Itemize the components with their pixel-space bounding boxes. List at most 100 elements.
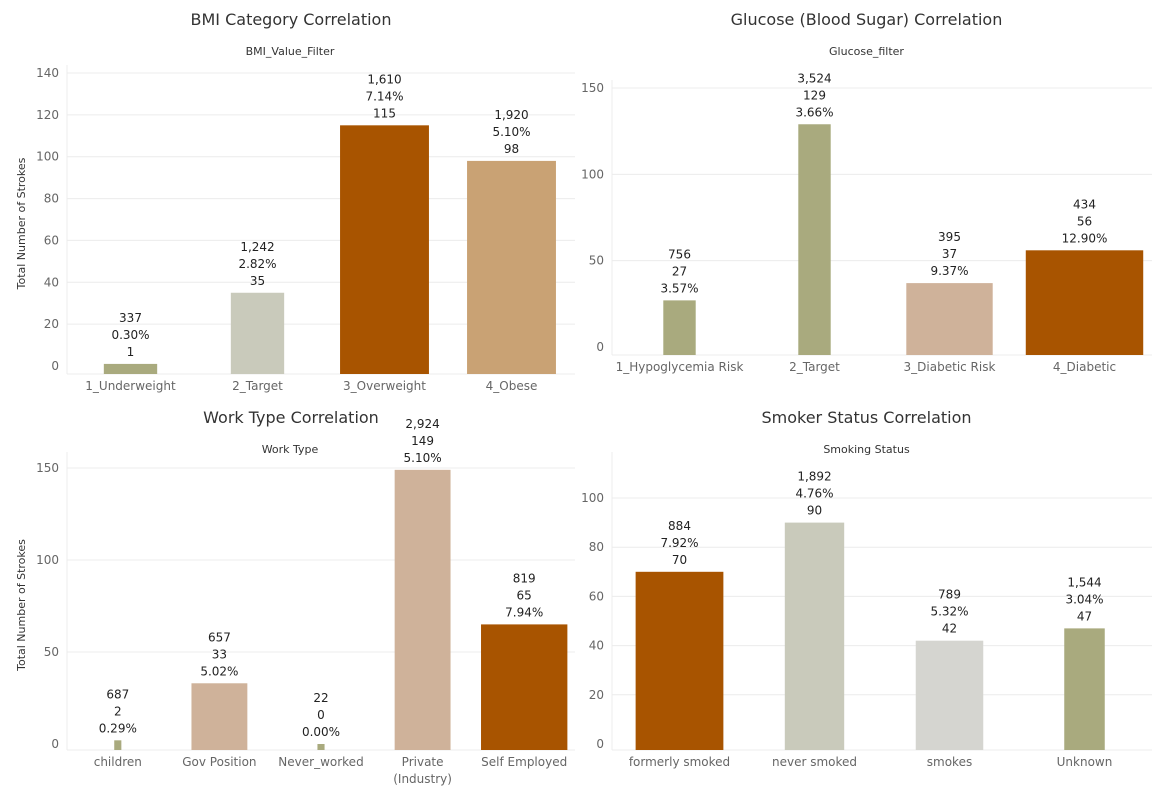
work-type-chart-subtitle: Work Type <box>261 443 319 456</box>
y-tick-label: 50 <box>44 645 59 659</box>
y-axis-label: Total Number of Strokes <box>15 157 28 290</box>
work-type-data-label: 819 <box>513 571 536 585</box>
bmi-data-label: 1,610 <box>367 72 401 86</box>
work-type-category-label: children <box>94 755 142 769</box>
work-type-category-label: Gov Position <box>182 755 256 769</box>
smoking-data-label: 90 <box>807 504 822 518</box>
bmi-category-label: 3_Overweight <box>343 379 426 393</box>
glucose-data-label: 37 <box>942 247 957 261</box>
work-type-data-label: 2 <box>114 704 122 718</box>
work-type-data-label: 5.02% <box>200 664 238 678</box>
bmi-chart-title: BMI Category Correlation <box>190 10 392 29</box>
work-type-bar <box>481 624 568 750</box>
y-tick-label: 20 <box>589 688 604 702</box>
glucose-data-label: 27 <box>672 264 687 278</box>
work-type-chart-panel: Work Type Correlation Work Type 0 50 100 15… <box>0 398 580 796</box>
bmi-bar <box>103 363 158 374</box>
y-tick-label: 80 <box>44 192 59 206</box>
y-tick-label: 140 <box>36 66 59 80</box>
y-tick-label: 40 <box>44 275 59 289</box>
work-type-data-label: 22 <box>313 691 328 705</box>
glucose-chart-title: Glucose (Blood Sugar) Correlation <box>730 10 1003 29</box>
y-tick-label: 100 <box>581 167 604 181</box>
work-type-bar <box>394 469 451 750</box>
glucose-chart: 0 50 100 150 756 27 3.57% 1_Hypoglycemia Risk 3,… <box>581 71 1152 374</box>
glucose-data-label: 3.57% <box>660 281 698 295</box>
y-tick-label: 100 <box>581 491 604 505</box>
bmi-data-label: 115 <box>373 106 396 120</box>
glucose-category-label: 1_Hypoglycemia Risk <box>616 360 744 374</box>
smoking-chart-panel: Smoker Status Correlation Smoking Status… <box>580 398 1153 796</box>
y-tick-label: 20 <box>44 317 59 331</box>
work-type-data-label: 657 <box>208 630 231 644</box>
y-tick-label: 80 <box>589 540 604 554</box>
smoking-chart: 0 20 40 60 80 100 884 7.92% 70 formerly smoked 1,8… <box>581 452 1152 769</box>
glucose-data-label: 3.66% <box>795 105 833 119</box>
bmi-bar <box>340 125 429 374</box>
smoking-bar <box>635 571 724 750</box>
work-type-category-label: Private <box>402 755 444 769</box>
work-type-data-label: 0 <box>317 708 325 722</box>
work-type-bar <box>114 740 122 750</box>
smoking-data-label: 4.76% <box>795 487 833 501</box>
y-tick-label: 0 <box>596 737 604 751</box>
bmi-chart-subtitle: BMI_Value_Filter <box>245 45 335 58</box>
smoking-data-label: 789 <box>938 588 961 602</box>
smoking-data-label: 5.32% <box>930 605 968 619</box>
smoking-data-label: 1,892 <box>797 470 831 484</box>
y-tick-label: 150 <box>581 81 604 95</box>
work-type-data-label: 2,924 <box>405 417 439 431</box>
glucose-bar <box>1025 250 1144 355</box>
glucose-bar <box>663 300 696 355</box>
bmi-category-label: 2_Target <box>232 379 283 393</box>
bmi-category-label: 4_Obese <box>486 379 538 393</box>
smoking-category-label: formerly smoked <box>629 755 730 769</box>
work-type-category-label: Never_worked <box>278 755 363 769</box>
work-type-data-label: 687 <box>106 687 129 701</box>
smoking-data-label: 7.92% <box>660 536 698 550</box>
y-tick-label: 120 <box>36 108 59 122</box>
y-tick-label: 50 <box>589 254 604 268</box>
work-type-chart-title: Work Type Correlation <box>203 408 379 427</box>
bmi-data-label: 2.82% <box>238 257 276 271</box>
glucose-data-label: 395 <box>938 230 961 244</box>
y-tick-label: 0 <box>51 359 59 373</box>
bmi-chart: 0 20 40 60 80 100 120 140 Total Number of Stroke… <box>15 65 575 393</box>
glucose-bar <box>798 124 831 355</box>
glucose-category-label: 2_Target <box>789 360 840 374</box>
glucose-data-label: 3,524 <box>797 71 831 85</box>
smoking-chart-title: Smoker Status Correlation <box>761 408 972 427</box>
glucose-chart-subtitle: Glucose_filter <box>829 45 904 58</box>
y-axis-label: Total Number of Strokes <box>15 539 28 672</box>
bmi-chart-panel: BMI Category Correlation BMI_Value_Filte… <box>0 0 580 398</box>
y-tick-label: 60 <box>589 589 604 603</box>
y-tick-label: 0 <box>51 737 59 751</box>
bmi-bar <box>467 160 556 374</box>
bmi-data-label: 1,920 <box>494 108 528 122</box>
glucose-bar <box>906 283 993 355</box>
smoking-data-label: 70 <box>672 553 687 567</box>
smoking-data-label: 42 <box>942 622 957 636</box>
y-tick-label: 40 <box>589 639 604 653</box>
smoking-data-label: 1,544 <box>1067 575 1101 589</box>
smoking-data-label: 47 <box>1077 609 1092 623</box>
glucose-data-label: 129 <box>803 88 826 102</box>
smoking-bar <box>915 640 984 750</box>
work-type-category-label: (Industry) <box>393 772 452 786</box>
bmi-data-label: 0.30% <box>111 328 149 342</box>
work-type-data-label: 0.00% <box>302 725 340 739</box>
bmi-data-label: 5.10% <box>492 125 530 139</box>
y-tick-label: 100 <box>36 150 59 164</box>
work-type-chart: 0 50 100 150 Total Number of Strokes 687 2 0.29… <box>15 417 575 786</box>
work-type-data-label: 7.94% <box>505 605 543 619</box>
work-type-data-label: 65 <box>517 588 532 602</box>
bmi-bar <box>230 292 285 374</box>
smoking-bar <box>784 522 845 750</box>
y-tick-label: 0 <box>596 340 604 354</box>
bmi-data-label: 1 <box>127 345 135 359</box>
bmi-data-label: 1,242 <box>240 240 274 254</box>
work-type-bar <box>317 744 325 750</box>
work-type-data-label: 149 <box>411 434 434 448</box>
glucose-chart-panel: Glucose (Blood Sugar) Correlation Glucos… <box>580 0 1153 398</box>
bmi-category-label: 1_Underweight <box>85 379 176 393</box>
